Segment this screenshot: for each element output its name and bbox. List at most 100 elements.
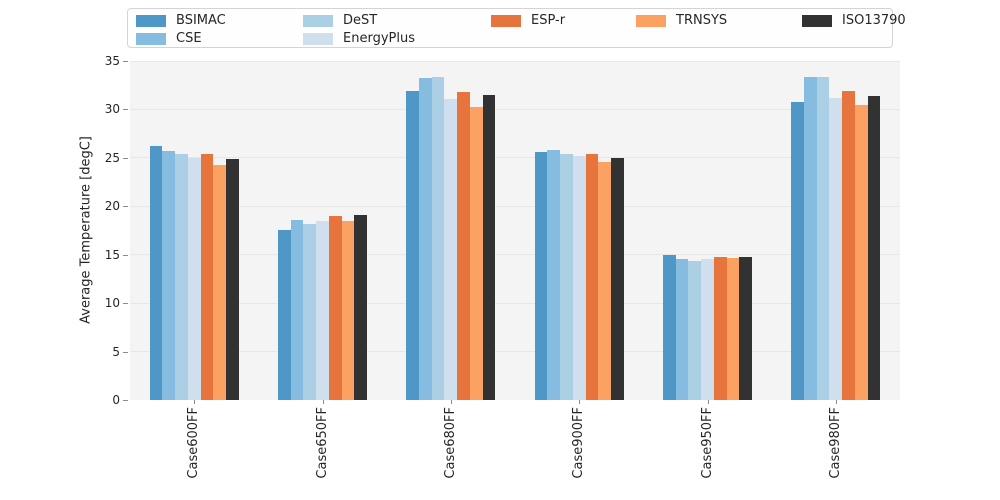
y-tick-label: 35 [104, 54, 120, 68]
gridline-y-20 [130, 205, 900, 207]
gridline-y-30 [130, 108, 900, 110]
y-tick-label: 15 [104, 247, 120, 262]
legend-label: CSE [176, 31, 202, 46]
legend-item-energyplus: EnergyPlus [303, 31, 415, 46]
bar-dest-case650ff [303, 223, 317, 400]
x-tick-mark [835, 400, 837, 404]
bar-cse-case650ff [290, 219, 304, 400]
x-tick-mark [194, 400, 196, 404]
x-tick-label-case980ff: Case980FF [827, 407, 843, 479]
legend-swatch-icon [136, 14, 166, 27]
legend-swatch-icon [303, 32, 333, 45]
bar-group-case600ff [149, 61, 239, 400]
bar-esp-r-case680ff [457, 92, 470, 400]
y-axis-title: Average Temperature [degC] [78, 136, 94, 324]
bar-esp-r-case650ff [328, 215, 342, 400]
y-tick-mark [123, 157, 128, 159]
bar-bsimac-case600ff [149, 146, 163, 400]
bar-cse-case680ff [419, 78, 432, 400]
bar-trnsys-case600ff [213, 164, 226, 400]
bar-trnsys-case980ff [854, 104, 868, 400]
bar-esp-r-case950ff [713, 256, 727, 400]
legend-swatch-icon [303, 14, 333, 27]
plot-area [130, 60, 900, 400]
y-tick-label: 20 [104, 199, 120, 214]
x-tick-mark [707, 400, 709, 404]
x-tick-mark [450, 400, 452, 404]
bar-dest-case900ff [560, 153, 573, 400]
bar-bsimac-case950ff [663, 254, 676, 400]
bar-dest-case680ff [431, 77, 445, 400]
bar-cse-case950ff [675, 258, 689, 400]
legend-item-trnsys: TRNSYS [636, 13, 727, 28]
x-tick-label-case680ff: Case680FF [442, 407, 458, 479]
legend-column: TRNSYS [636, 13, 727, 28]
bar-trnsys-case900ff [598, 161, 611, 400]
y-tick-mark [123, 400, 128, 401]
legend-swatch-icon [636, 14, 666, 27]
x-tick-label-case900ff: Case900FF [571, 407, 587, 479]
bar-energyplus-case980ff [829, 97, 843, 400]
x-tick-mark [579, 400, 581, 404]
bar-trnsys-case680ff [469, 106, 483, 400]
gridline-y-10 [130, 302, 900, 304]
bar-iso13790-case900ff [610, 157, 624, 400]
x-tick-label-case950ff: Case950FF [699, 407, 715, 479]
y-tick-mark [123, 351, 128, 353]
bar-energyplus-case680ff [444, 98, 458, 400]
y-tick-label: 10 [104, 296, 120, 311]
legend-label: DeST [343, 13, 378, 28]
bar-energyplus-case600ff [187, 157, 201, 400]
legend-item-bsimac: BSIMAC [136, 13, 226, 28]
gridline-y-25 [130, 157, 900, 159]
bar-group-case900ff [534, 61, 624, 400]
bar-energyplus-case650ff [316, 220, 329, 400]
legend-label: BSIMAC [176, 13, 226, 28]
bar-bsimac-case680ff [406, 91, 420, 400]
legend-item-cse: CSE [136, 31, 226, 46]
bar-group-case950ff [663, 61, 753, 400]
bar-iso13790-case680ff [482, 94, 496, 400]
y-tick-mark [123, 254, 128, 256]
legend-column: ESP-r [491, 13, 565, 28]
legend-label: ESP-r [531, 13, 566, 28]
bar-trnsys-case650ff [341, 220, 355, 400]
chart-legend: BSIMAC CSE DeST EnergyPlus ESP-r TRNSYS ISO137… [127, 8, 906, 48]
bar-esp-r-case980ff [842, 91, 855, 400]
gridline-y-35 [130, 60, 900, 62]
y-tick-label: 5 [112, 344, 120, 359]
bar-group-case680ff [406, 61, 496, 400]
legend-swatch-icon [802, 14, 832, 27]
bar-iso13790-case650ff [354, 215, 368, 400]
y-tick-label: 0 [112, 393, 120, 407]
legend-column: ISO13790 [802, 13, 906, 28]
legend-label: ISO13790 [842, 13, 906, 28]
bar-bsimac-case900ff [534, 152, 548, 400]
bar-dest-case950ff [688, 260, 702, 400]
gridline-y-5 [130, 351, 900, 353]
legend-swatch-icon [136, 32, 166, 45]
bar-esp-r-case600ff [200, 153, 214, 400]
bar-iso13790-case980ff [867, 95, 881, 400]
legend-swatch-icon [491, 14, 521, 27]
y-tick-mark [123, 109, 128, 111]
bar-bsimac-case650ff [278, 229, 291, 400]
y-tick-mark [123, 61, 128, 62]
x-tick-mark [322, 400, 324, 404]
y-tick-mark [123, 303, 128, 305]
bar-esp-r-case900ff [585, 153, 599, 400]
legend-label: TRNSYS [676, 13, 728, 28]
bar-dest-case980ff [816, 77, 830, 400]
bar-group-case980ff [791, 61, 881, 400]
bar-group-case650ff [278, 61, 368, 400]
x-tick-label-case600ff: Case600FF [186, 407, 202, 479]
bar-energyplus-case950ff [701, 258, 714, 400]
legend-item-esp-r: ESP-r [491, 13, 565, 28]
bar-dest-case600ff [175, 153, 188, 400]
bar-iso13790-case950ff [739, 256, 753, 400]
gridline-y-15 [130, 254, 900, 256]
bar-bsimac-case980ff [791, 101, 805, 400]
legend-column: BSIMAC CSE [136, 13, 226, 46]
y-tick-label: 25 [104, 150, 120, 165]
bar-cse-case900ff [547, 150, 561, 400]
